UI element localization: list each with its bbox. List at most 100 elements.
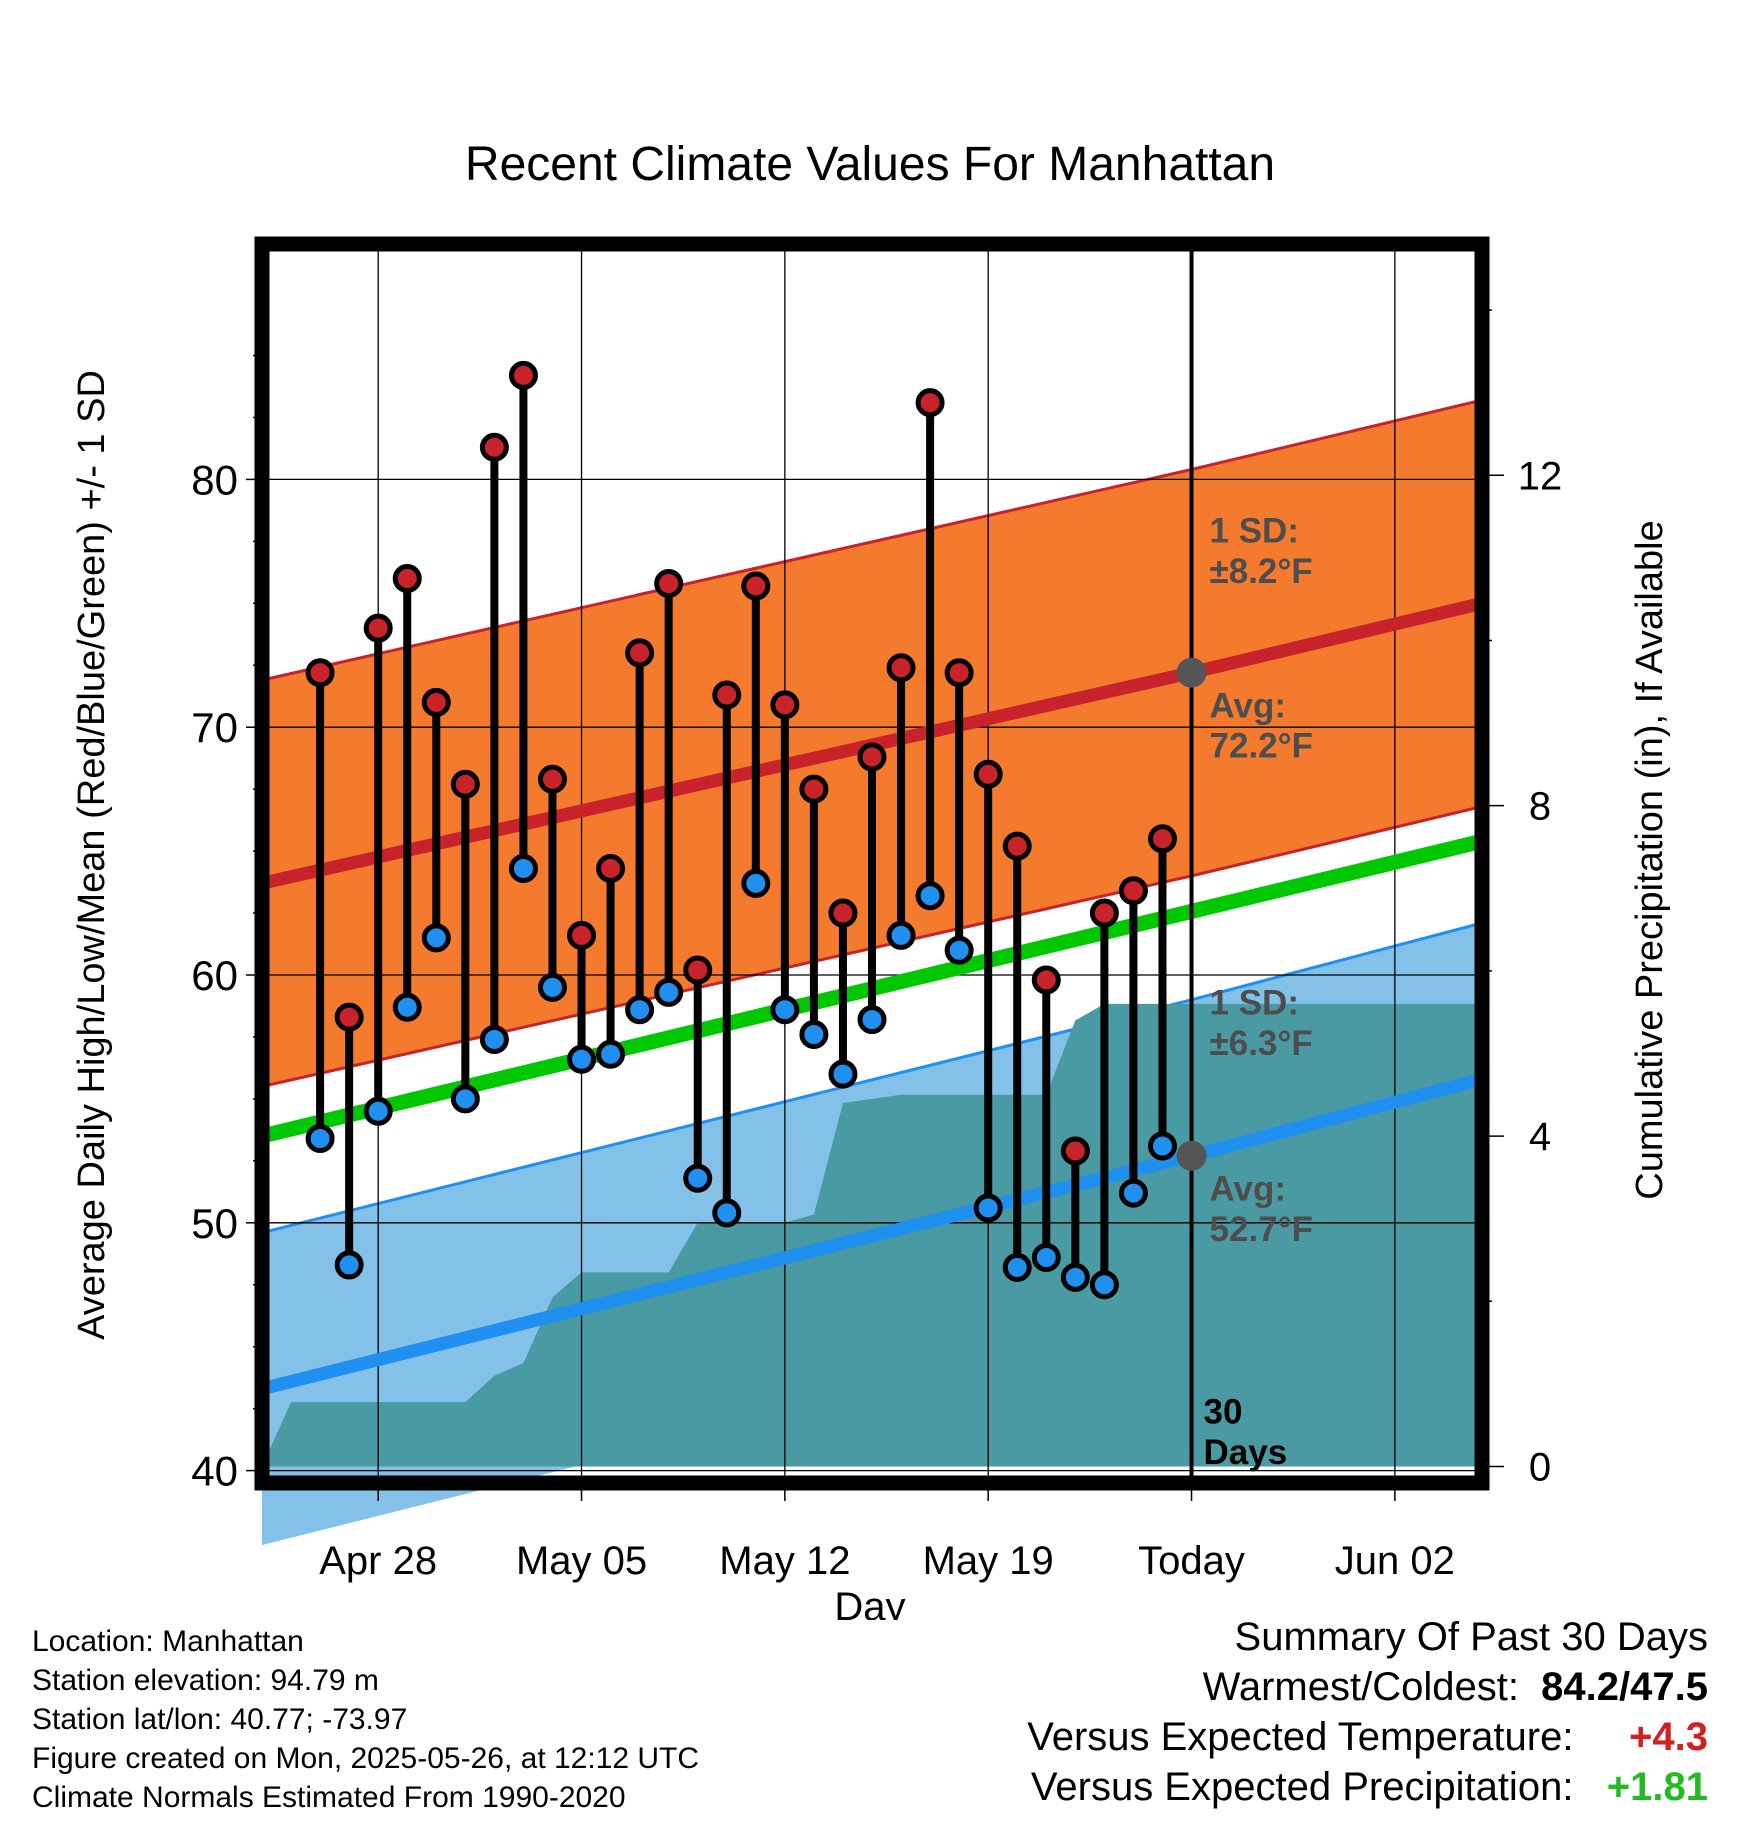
temp-diff-value: +4.3	[1629, 1715, 1708, 1759]
high-avg-annotation-line: 72.2°F	[1210, 727, 1314, 766]
y-tick-label: 70	[191, 704, 238, 751]
daily-high-point	[886, 653, 916, 683]
today-normal-low-marker	[1176, 1140, 1207, 1171]
low-sd-annotation-line: ±6.3°F	[1210, 1024, 1313, 1063]
low-sd-annotation: 1 SD: ±6.3°F	[1210, 984, 1313, 1063]
y2-tick-label: 12	[1518, 454, 1563, 498]
days-annotation: 30 Days	[1204, 1393, 1288, 1472]
daily-low-point	[770, 995, 800, 1025]
daily-high-point	[479, 432, 509, 462]
daily-low-point	[334, 1250, 364, 1280]
x-tick-label: May 05	[516, 1539, 647, 1583]
daily-low-point	[1031, 1243, 1061, 1273]
daily-low-point	[828, 1059, 858, 1089]
chart-title: Recent Climate Values For Manhattan	[465, 138, 1275, 191]
created-text: Figure created on Mon, 2025-05-26, at 12…	[32, 1742, 700, 1775]
daily-high-point	[857, 742, 887, 772]
daily-low-point	[596, 1039, 626, 1069]
daily-low-point	[654, 977, 684, 1007]
daily-low-point	[799, 1019, 829, 1049]
daily-high-point	[1089, 898, 1119, 928]
y2-tick-label: 0	[1529, 1445, 1551, 1489]
daily-high-point	[770, 690, 800, 720]
daily-high-point	[1031, 965, 1061, 995]
daily-high-point	[741, 571, 771, 601]
daily-high-point	[654, 568, 684, 598]
daily-low-point	[567, 1044, 597, 1074]
daily-low-point	[1118, 1178, 1148, 1208]
daily-low-point	[479, 1024, 509, 1054]
daily-high-point	[363, 613, 393, 643]
daily-high-point	[1060, 1136, 1090, 1166]
daily-low-point	[944, 935, 974, 965]
warm-cold-label: Warmest/Coldest:	[1202, 1665, 1519, 1709]
daily-high-point	[537, 764, 567, 794]
daily-high-point	[508, 360, 538, 390]
summary-title: Summary Of Past 30 Days	[1234, 1615, 1708, 1659]
daily-low-point	[1002, 1252, 1032, 1282]
daily-low-point	[886, 920, 916, 950]
daily-low-point	[625, 995, 655, 1025]
x-tick-label: Today	[1138, 1539, 1245, 1583]
x-tick-label: May 12	[719, 1539, 850, 1583]
temp-diff-label: Versus Expected Temperature:	[1027, 1715, 1574, 1759]
y2-tick-label: 8	[1529, 785, 1551, 829]
y-tick-label: 60	[191, 952, 238, 999]
daily-high-point	[944, 658, 974, 688]
daily-high-point	[334, 1002, 364, 1032]
daily-high-point	[973, 759, 1003, 789]
low-avg-annotation-line: Avg:	[1210, 1170, 1286, 1209]
daily-high-point	[567, 920, 597, 950]
y-tick-label: 50	[191, 1200, 238, 1247]
x-axis-label: Day	[834, 1585, 905, 1620]
daily-low-point	[973, 1193, 1003, 1223]
location-text: Location: Manhattan	[32, 1625, 304, 1658]
high-sd-annotation-line: ±8.2°F	[1210, 552, 1313, 591]
daily-low-point	[421, 923, 451, 953]
days-annotation-line: 30	[1204, 1393, 1243, 1432]
daily-low-point	[450, 1084, 480, 1114]
daily-low-point	[363, 1096, 393, 1126]
daily-high-point	[1002, 831, 1032, 861]
daily-high-point	[828, 898, 858, 928]
elevation-text: Station elevation: 94.79 m	[32, 1664, 379, 1697]
daily-high-point	[392, 564, 422, 594]
station-info: Location: Manhattan Station elevation: 9…	[32, 1622, 699, 1817]
daily-high-point	[712, 680, 742, 710]
daily-low-point	[857, 1005, 887, 1035]
x-tick-label: Jun 02	[1335, 1539, 1455, 1583]
daily-high-point	[596, 853, 626, 883]
days-annotation-line: Days	[1204, 1433, 1288, 1472]
normals-text: Climate Normals Estimated From 1990-2020	[32, 1781, 626, 1814]
daily-low-point	[915, 881, 945, 911]
daily-low-point	[392, 992, 422, 1022]
high-avg-annotation: Avg: 72.2°F	[1210, 686, 1314, 765]
daily-low-point	[683, 1163, 713, 1193]
y-tick-label: 40	[191, 1448, 238, 1495]
y-axis-label: Average Daily High/Low/Mean (Red/Blue/Gr…	[71, 370, 113, 1340]
daily-low-point	[1147, 1131, 1177, 1161]
daily-high-point	[625, 638, 655, 668]
high-avg-annotation-line: Avg:	[1210, 686, 1286, 725]
daily-low-point	[508, 853, 538, 883]
daily-low-point	[305, 1124, 335, 1154]
daily-high-point	[1118, 876, 1148, 906]
low-avg-annotation: Avg: 52.7°F	[1210, 1170, 1314, 1249]
high-sd-annotation-line: 1 SD:	[1210, 512, 1299, 551]
daily-high-point	[799, 774, 829, 804]
daily-low-point	[537, 972, 567, 1002]
y2-tick-label: 4	[1529, 1115, 1551, 1159]
low-sd-annotation-line: 1 SD:	[1210, 984, 1299, 1023]
warm-cold-value: 84.2/47.5	[1541, 1665, 1708, 1709]
y-tick-label: 80	[191, 456, 238, 503]
daily-low-point	[1060, 1262, 1090, 1292]
daily-low-point	[1089, 1270, 1119, 1300]
daily-high-point	[915, 388, 945, 418]
y2-axis-label: Cumulative Precipitation (in), If Availa…	[1629, 520, 1671, 1199]
x-tick-label: May 19	[923, 1539, 1054, 1583]
latlon-text: Station lat/lon: 40.77; -73.97	[32, 1703, 408, 1736]
daily-high-point	[1147, 824, 1177, 854]
low-avg-annotation-line: 52.7°F	[1210, 1210, 1314, 1249]
daily-high-point	[305, 658, 335, 688]
daily-low-point	[741, 868, 771, 898]
